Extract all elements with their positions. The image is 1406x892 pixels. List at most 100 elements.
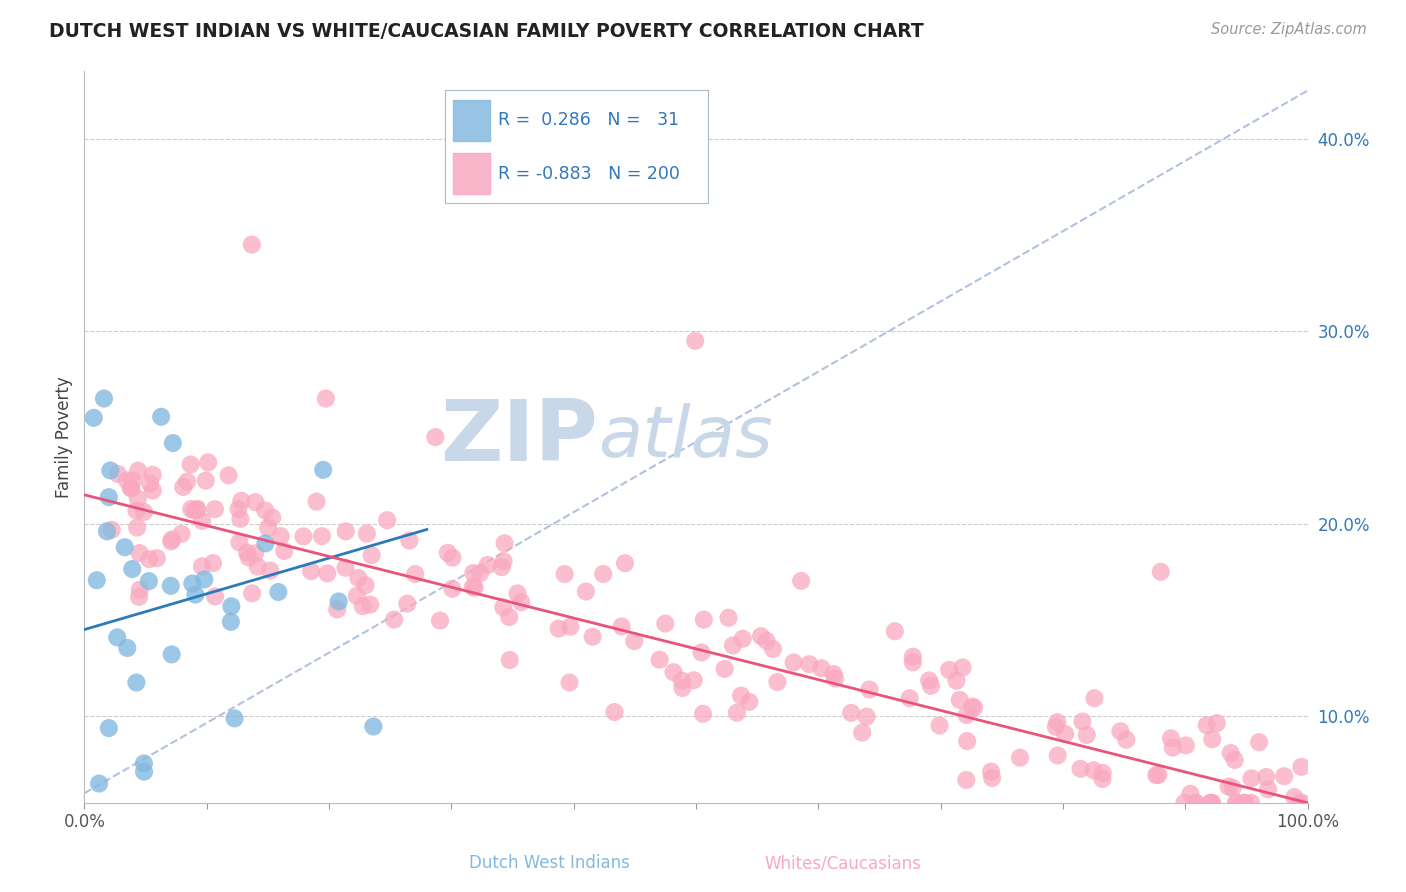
Point [86, 574, 108, 588]
Point [335, 524, 357, 539]
Point [762, 642, 785, 657]
Point [257, 521, 280, 535]
Point [191, 559, 214, 574]
Point [1195, 718, 1218, 732]
Point [128, 590, 150, 604]
Point [396, 597, 419, 611]
Text: atlas: atlas [598, 402, 773, 472]
Point [662, 665, 685, 680]
Point [498, 610, 520, 624]
Point [150, 409, 173, 424]
Point [326, 602, 349, 616]
Point [236, 546, 259, 560]
Point [1225, 796, 1247, 810]
Point [120, 482, 142, 496]
Point [1180, 787, 1202, 801]
Point [654, 616, 676, 631]
Point [115, 474, 138, 488]
Point [558, 675, 581, 690]
Point [920, 679, 942, 693]
Point [96, 524, 118, 539]
Point [960, 699, 983, 714]
Point [127, 464, 149, 478]
Point [461, 580, 484, 594]
Point [1083, 764, 1105, 778]
Point [682, 673, 704, 688]
Point [93, 392, 115, 406]
Point [1160, 731, 1182, 746]
Point [725, 706, 748, 720]
Point [717, 611, 740, 625]
Y-axis label: Family Poverty: Family Poverty [55, 376, 73, 498]
Text: ZIP: ZIP [440, 395, 598, 479]
Point [1184, 796, 1206, 810]
Point [955, 708, 977, 723]
Point [963, 700, 986, 714]
Point [267, 585, 290, 599]
Point [1147, 768, 1170, 782]
Point [491, 560, 513, 574]
Point [738, 695, 761, 709]
Point [918, 673, 941, 688]
Point [228, 502, 250, 516]
Point [146, 551, 169, 566]
Point [128, 546, 150, 560]
Point [221, 599, 243, 614]
Point [1226, 796, 1249, 810]
Point [139, 476, 162, 491]
Point [1045, 720, 1067, 734]
Point [945, 673, 967, 688]
Point [125, 675, 148, 690]
Point [299, 564, 322, 578]
Point [83, 410, 105, 425]
Point [138, 552, 160, 566]
Point [1288, 796, 1310, 810]
Point [1184, 796, 1206, 810]
Point [170, 526, 193, 541]
Point [730, 689, 752, 703]
Point [547, 622, 569, 636]
Point [690, 645, 713, 659]
Point [363, 719, 385, 733]
Point [1076, 728, 1098, 742]
Point [128, 582, 150, 597]
Point [240, 237, 263, 252]
Point [1144, 768, 1167, 782]
Point [980, 764, 1002, 779]
Point [97, 490, 120, 504]
Point [292, 529, 315, 543]
Point [1046, 715, 1069, 730]
Point [898, 691, 921, 706]
Point [790, 574, 813, 588]
Point [270, 529, 292, 543]
Point [246, 559, 269, 574]
Point [755, 633, 778, 648]
Point [180, 502, 202, 516]
Point [176, 475, 198, 489]
Point [492, 554, 515, 568]
Point [186, 501, 208, 516]
Point [243, 546, 266, 560]
Point [1240, 772, 1263, 786]
Point [1223, 753, 1246, 767]
Point [1257, 782, 1279, 797]
Point [1234, 796, 1257, 810]
Point [1284, 790, 1306, 805]
Point [1201, 796, 1223, 810]
Point [949, 693, 972, 707]
Point [1083, 691, 1105, 706]
Point [132, 756, 155, 771]
Point [100, 523, 122, 537]
Point [125, 503, 148, 517]
Point [1199, 796, 1222, 810]
Point [1249, 735, 1271, 749]
Point [1201, 732, 1223, 747]
Point [184, 588, 207, 602]
Point [470, 566, 492, 580]
Point [186, 503, 208, 517]
Point [683, 334, 706, 348]
Point [883, 624, 905, 639]
Point [1205, 716, 1227, 731]
Text: Dutch West Indians: Dutch West Indians [468, 854, 630, 872]
Point [120, 481, 142, 495]
